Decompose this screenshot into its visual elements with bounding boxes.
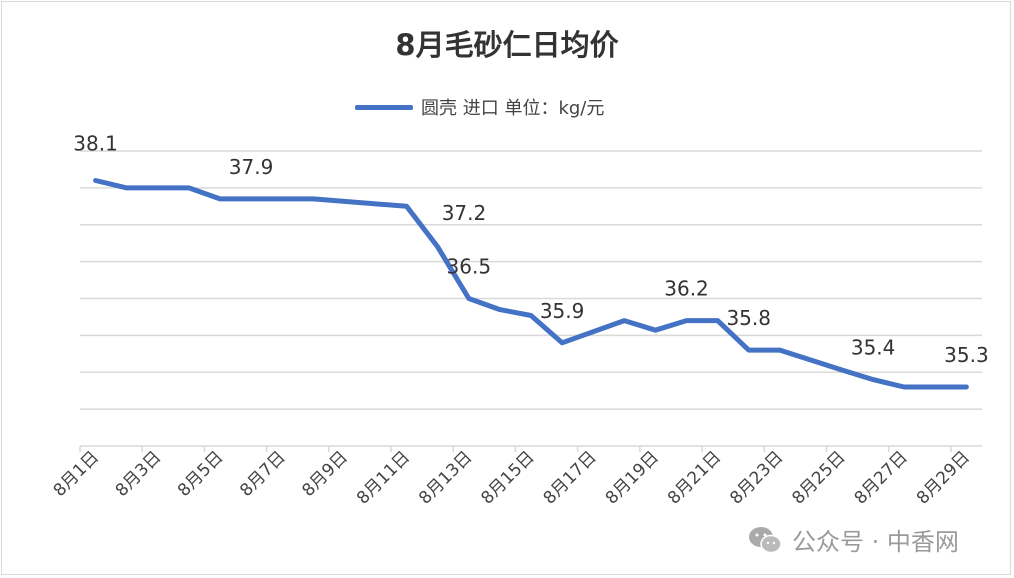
- x-tick-label: 8月15日: [477, 447, 538, 508]
- x-tick-label: 8月5日: [174, 447, 227, 500]
- x-tick-label: 8月27日: [851, 447, 912, 508]
- data-label: 37.9: [229, 155, 274, 179]
- data-label: 35.9: [540, 299, 585, 323]
- legend-swatch: [355, 104, 413, 110]
- x-tick-label: 8月3日: [112, 447, 165, 500]
- x-tick-label: 8月11日: [353, 447, 414, 508]
- x-tick-label: 8月13日: [415, 447, 476, 508]
- x-tick-label: 8月19日: [602, 447, 663, 508]
- x-tick-label: 8月17日: [540, 447, 601, 508]
- x-tick-label: 8月9日: [298, 447, 351, 500]
- legend-label: 圆壳 进口 单位：kg/元: [421, 98, 605, 119]
- data-label: 36.2: [664, 277, 709, 301]
- legend: 圆壳 进口 单位：kg/元: [355, 94, 604, 120]
- data-label: 35.8: [726, 306, 771, 330]
- wechat-icon: [748, 526, 782, 554]
- chart-title: 8月毛砂仁日均价: [395, 28, 619, 62]
- x-tick-label: 8月7日: [236, 447, 289, 500]
- data-label: 35.4: [851, 336, 896, 360]
- data-label: 35.3: [944, 343, 989, 367]
- x-tick-label: 8月25日: [788, 447, 849, 508]
- data-label: 37.2: [442, 201, 487, 225]
- watermark-text: 公众号 · 中香网: [792, 528, 959, 556]
- x-tick-label: 8月21日: [664, 447, 725, 508]
- x-tick-label: 8月29日: [913, 447, 974, 508]
- data-label: 38.1: [73, 132, 118, 156]
- watermark: 公众号 · 中香网: [748, 522, 959, 557]
- x-tick-label: 8月23日: [726, 447, 787, 508]
- series-line: [93, 178, 969, 390]
- x-tick-label: 8月1日: [50, 447, 103, 500]
- data-label: 36.5: [447, 255, 492, 279]
